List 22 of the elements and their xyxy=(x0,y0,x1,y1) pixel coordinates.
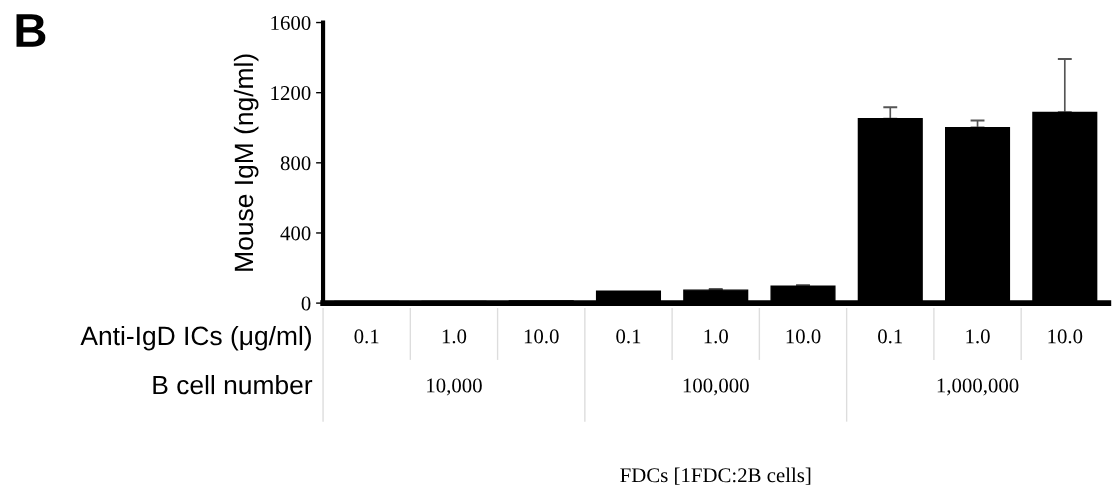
y-tick-label: 800 xyxy=(280,156,311,171)
x-tick-label: 0.1 xyxy=(354,329,379,344)
y-axis-title: Mouse IgM (ng/ml) xyxy=(233,54,259,271)
x-tick-label: 1.0 xyxy=(442,329,467,344)
text: B xyxy=(16,14,46,47)
x-tick-label: 10.0 xyxy=(524,329,559,344)
text: 10,000 xyxy=(427,378,482,396)
x-tick-label: 10.0 xyxy=(786,329,821,344)
x-tick-label: 0.1 xyxy=(616,329,641,344)
x-tick-label: 1.0 xyxy=(704,329,728,344)
text: 1,000,000 xyxy=(937,378,1019,396)
text: 100,000 xyxy=(683,378,749,396)
y-tick-label: 1200 xyxy=(271,86,311,101)
x-tick-label: 1.0 xyxy=(966,329,990,344)
y-tick-label: 0 xyxy=(301,296,311,311)
text: Anti-IgD ICs (μg/ml) xyxy=(80,325,311,351)
text: FDCs [1FDC:2B cells] xyxy=(620,467,811,485)
y-tick-label: 1600 xyxy=(271,15,311,30)
y-tick-label: 400 xyxy=(280,226,311,241)
x-tick-label: 0.1 xyxy=(878,329,903,344)
text: B cell number xyxy=(153,374,313,395)
x-tick-label: 10.0 xyxy=(1048,329,1083,344)
